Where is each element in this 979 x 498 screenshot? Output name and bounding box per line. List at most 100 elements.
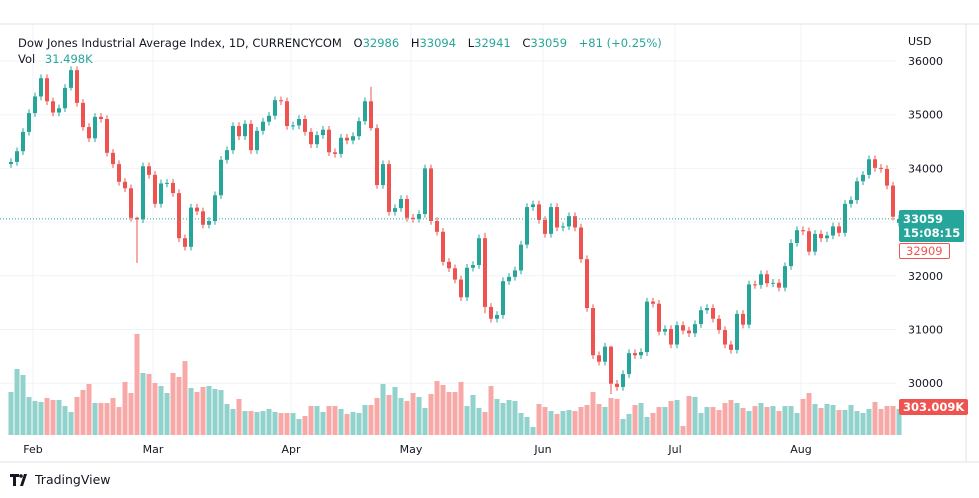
candle-body bbox=[15, 151, 19, 162]
candle-body bbox=[537, 204, 541, 220]
candle-body bbox=[399, 199, 403, 209]
candle-body bbox=[33, 96, 37, 114]
legend-ohlc-row: Dow Jones Industrial Average Index, 1D, … bbox=[18, 36, 662, 50]
volume-bar bbox=[692, 396, 698, 435]
y-tick-label: 34000 bbox=[908, 162, 943, 175]
price-axis[interactable]: 30000 31000 32000 34000 35000 36000 bbox=[908, 55, 943, 390]
candle-body bbox=[669, 328, 673, 345]
volume-bar bbox=[524, 416, 530, 435]
candle-body bbox=[453, 268, 457, 280]
candle-body bbox=[705, 308, 709, 311]
candle-body bbox=[771, 282, 775, 284]
candle-body bbox=[741, 313, 745, 325]
time-axis[interactable]: Feb Mar Apr May Jun Jul Aug bbox=[23, 443, 811, 456]
candle-body bbox=[165, 182, 169, 184]
candle-body bbox=[807, 231, 811, 252]
candle-body bbox=[561, 226, 565, 228]
volume-bar bbox=[158, 386, 164, 435]
volume-bar bbox=[290, 413, 296, 435]
symbol-title: Dow Jones Industrial Average Index, 1D, … bbox=[18, 36, 342, 50]
candle-body bbox=[81, 102, 85, 128]
y-tick-label: 31000 bbox=[908, 324, 943, 337]
volume-bar bbox=[764, 406, 770, 435]
candle-body bbox=[117, 164, 121, 182]
candle-body bbox=[759, 274, 763, 285]
candle-body bbox=[477, 238, 481, 266]
candle-body bbox=[819, 233, 823, 239]
volume-bar bbox=[734, 403, 740, 435]
y-tick-label: 32000 bbox=[908, 270, 943, 283]
volume-bar bbox=[620, 418, 626, 435]
candle-body bbox=[339, 137, 343, 154]
y-tick-label: 30000 bbox=[908, 377, 943, 390]
candle-body bbox=[579, 227, 583, 260]
volume-bar bbox=[170, 373, 176, 435]
volume-bar bbox=[578, 406, 584, 435]
volume-bar bbox=[416, 396, 422, 435]
candle-body bbox=[69, 70, 73, 88]
candle-body bbox=[459, 279, 463, 298]
volume-bar bbox=[830, 405, 836, 435]
volume-bar bbox=[506, 400, 512, 435]
candle-body bbox=[87, 127, 91, 139]
candle-body bbox=[45, 78, 49, 102]
volume-bar bbox=[818, 408, 824, 435]
volume-bar bbox=[392, 386, 398, 435]
candle-body bbox=[765, 274, 769, 284]
y-tick-label: 35000 bbox=[908, 109, 943, 122]
volume-bar bbox=[176, 376, 182, 435]
volume-bar bbox=[122, 381, 128, 435]
volume-bar bbox=[182, 361, 188, 435]
volume-bar bbox=[530, 426, 536, 435]
candle-body bbox=[687, 330, 691, 334]
high-value: 33094 bbox=[419, 36, 457, 50]
candle-body bbox=[465, 267, 469, 298]
volume-bar bbox=[554, 413, 560, 435]
candle-body bbox=[327, 129, 331, 153]
candle-body bbox=[567, 216, 571, 227]
candle-body bbox=[183, 238, 187, 247]
candle-body bbox=[27, 113, 31, 132]
volume-bar bbox=[236, 398, 242, 435]
candle-body bbox=[531, 204, 535, 208]
volume-bar bbox=[296, 418, 302, 435]
volume-bar bbox=[152, 383, 158, 435]
volume-bar bbox=[728, 400, 734, 435]
candle-body bbox=[855, 181, 859, 201]
volume-bar bbox=[548, 411, 554, 435]
volume-bar bbox=[26, 396, 32, 435]
volume-bar bbox=[494, 398, 500, 435]
candle-body bbox=[783, 266, 787, 288]
volume-bar bbox=[398, 398, 404, 435]
candle-body bbox=[645, 301, 649, 353]
volume-bar bbox=[626, 413, 632, 435]
candle-body bbox=[729, 344, 733, 350]
volume-bar bbox=[284, 413, 290, 435]
volume-bar bbox=[464, 406, 470, 435]
candle-body bbox=[429, 168, 433, 222]
volume-bar bbox=[80, 390, 86, 435]
tradingview-logo[interactable]: TradingView bbox=[10, 472, 111, 487]
volume-bar bbox=[776, 411, 782, 435]
volume-bar bbox=[686, 396, 692, 435]
candle-body bbox=[267, 115, 271, 122]
volume-bar bbox=[110, 398, 116, 435]
volume-bar bbox=[410, 393, 416, 435]
volume-bar bbox=[440, 385, 446, 435]
candle-body bbox=[837, 226, 841, 233]
volume-bar bbox=[314, 406, 320, 435]
volume-bar bbox=[8, 391, 14, 435]
volume-bar bbox=[866, 408, 872, 435]
currency-label: USD bbox=[908, 35, 932, 48]
volume-bar bbox=[746, 411, 752, 435]
candle-body bbox=[849, 200, 853, 204]
volume-bar bbox=[674, 400, 680, 435]
close-value: 33059 bbox=[530, 36, 568, 50]
volume-bar bbox=[458, 381, 464, 435]
volume-bar bbox=[644, 416, 650, 435]
volume-bar bbox=[788, 406, 794, 435]
candle-body bbox=[747, 284, 751, 325]
volume-bar bbox=[602, 406, 608, 435]
candle-body bbox=[291, 125, 295, 127]
